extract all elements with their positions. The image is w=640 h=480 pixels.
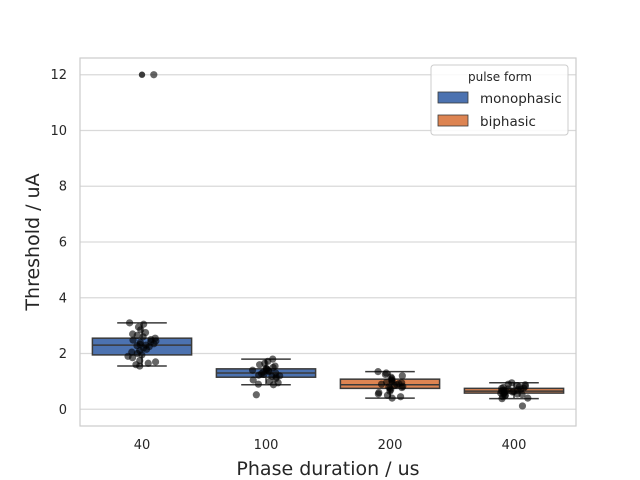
y-tick-labels: 0 2 4 6 8 10 12 xyxy=(50,68,67,418)
x-tick-label: 200 xyxy=(378,438,403,453)
data-point xyxy=(151,358,160,366)
data-point xyxy=(374,368,382,376)
legend-swatch-monophasic xyxy=(437,91,469,104)
y-tick-label: 12 xyxy=(50,68,67,83)
data-point xyxy=(377,380,386,388)
legend-swatch-biphasic xyxy=(437,114,469,127)
legend-label-monophasic: monophasic xyxy=(480,91,562,107)
data-point xyxy=(126,319,134,327)
data-point xyxy=(269,381,278,389)
y-axis-label: Threshold / uA xyxy=(22,173,44,311)
x-tick-labels: 40 100 200 400 xyxy=(134,438,527,453)
data-point xyxy=(144,359,152,367)
x-axis-label: Phase duration / us xyxy=(236,458,419,480)
data-point xyxy=(139,333,147,341)
data-point xyxy=(150,71,158,79)
y-tick-label: 6 xyxy=(59,236,67,251)
flier-point xyxy=(138,71,146,78)
data-point xyxy=(388,394,396,402)
y-tick-label: 8 xyxy=(59,180,67,195)
data-point xyxy=(129,336,137,344)
legend-label-biphasic: biphasic xyxy=(480,114,536,130)
data-point xyxy=(498,395,506,403)
data-point xyxy=(133,331,141,339)
y-tick-label: 2 xyxy=(59,347,67,362)
data-point xyxy=(136,362,144,370)
plot-frame xyxy=(79,57,577,427)
strip-points xyxy=(124,71,532,410)
data-point xyxy=(128,354,137,362)
data-point xyxy=(249,376,257,384)
data-point xyxy=(248,366,257,374)
data-point xyxy=(138,351,146,359)
data-point xyxy=(518,390,526,399)
data-point xyxy=(396,393,405,401)
data-point xyxy=(254,380,262,388)
data-point xyxy=(252,391,260,399)
data-point xyxy=(398,372,406,380)
x-tick-label: 400 xyxy=(502,438,527,453)
y-tick-label: 10 xyxy=(50,124,67,139)
legend-title: pulse form xyxy=(468,70,532,84)
data-point xyxy=(398,383,406,392)
data-point xyxy=(256,361,264,369)
y-tick-label: 4 xyxy=(59,291,67,306)
data-point xyxy=(255,371,263,379)
data-point xyxy=(524,394,532,402)
data-point xyxy=(374,390,382,398)
x-tick-label: 100 xyxy=(254,438,279,453)
x-tick-label: 40 xyxy=(134,438,151,453)
data-point xyxy=(142,345,151,353)
data-point xyxy=(518,402,527,410)
y-tick-label: 0 xyxy=(59,403,67,418)
legend: pulse form monophasic biphasic xyxy=(430,64,569,136)
data-point xyxy=(381,370,389,379)
